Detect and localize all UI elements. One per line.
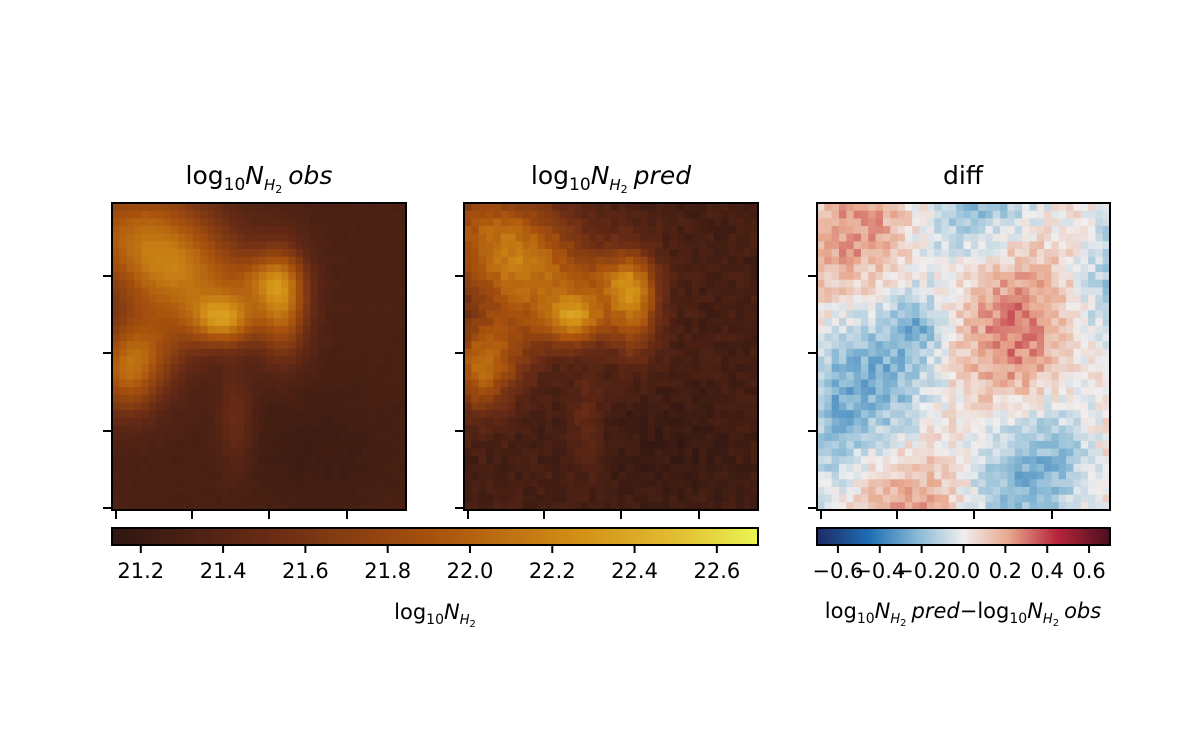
colorbar-diff — [816, 527, 1111, 546]
colorbar-main-ticks: 21.2 21.4 21.6 21.8 22.0 22.2 22.4 22.6 — [117, 545, 740, 583]
panel-frame-obs — [111, 202, 407, 511]
y-ticks-obs — [103, 275, 817, 509]
colorbar-main — [111, 527, 759, 546]
colorbar-main-label: log10NH2 — [394, 600, 476, 630]
panel-frame-pred — [463, 202, 759, 511]
colorbar-tick-label: 21.4 — [200, 559, 247, 583]
colorbar-tick-label: 21.2 — [117, 559, 164, 583]
panel-title-diff: diff — [943, 161, 984, 190]
colorbar-tick-label: 22.4 — [611, 559, 658, 583]
colorbar-tick-label: 21.8 — [364, 559, 411, 583]
colorbar-diff-label: log10NH2pred−log10NH2obs — [825, 599, 1101, 629]
colorbar-tick-label: 0.2 — [989, 559, 1022, 583]
colorbar-tick-label: 22.2 — [529, 559, 576, 583]
panel-title-pred: log10NH2 pred — [531, 161, 691, 196]
x-ticks — [115, 510, 1053, 519]
heatmap-pred — [464, 203, 758, 510]
panel-title-obs: log10NH2 obs — [186, 161, 333, 196]
heatmap-diff — [817, 203, 1110, 510]
colorbar-tick-label: −0.6 — [812, 559, 863, 583]
colorbar-tick-label: 0.4 — [1031, 559, 1064, 583]
colorbar-tick-label: −0.4 — [854, 559, 905, 583]
heatmap-obs — [112, 203, 406, 510]
colorbar-tick-label: 22.0 — [447, 559, 494, 583]
panel-frame-diff — [816, 202, 1111, 511]
colorbar-diff-ticks: −0.6−0.4−0.2 0.0 0.2 0.4 0.6 — [812, 545, 1106, 583]
colorbar-tick-label: 0.6 — [1072, 559, 1105, 583]
colorbar-tick-label: 22.6 — [693, 559, 740, 583]
colorbar-tick-label: 21.6 — [282, 559, 329, 583]
colorbar-tick-label: −0.2 — [896, 559, 947, 583]
colorbar-tick-label: 0.0 — [947, 559, 980, 583]
